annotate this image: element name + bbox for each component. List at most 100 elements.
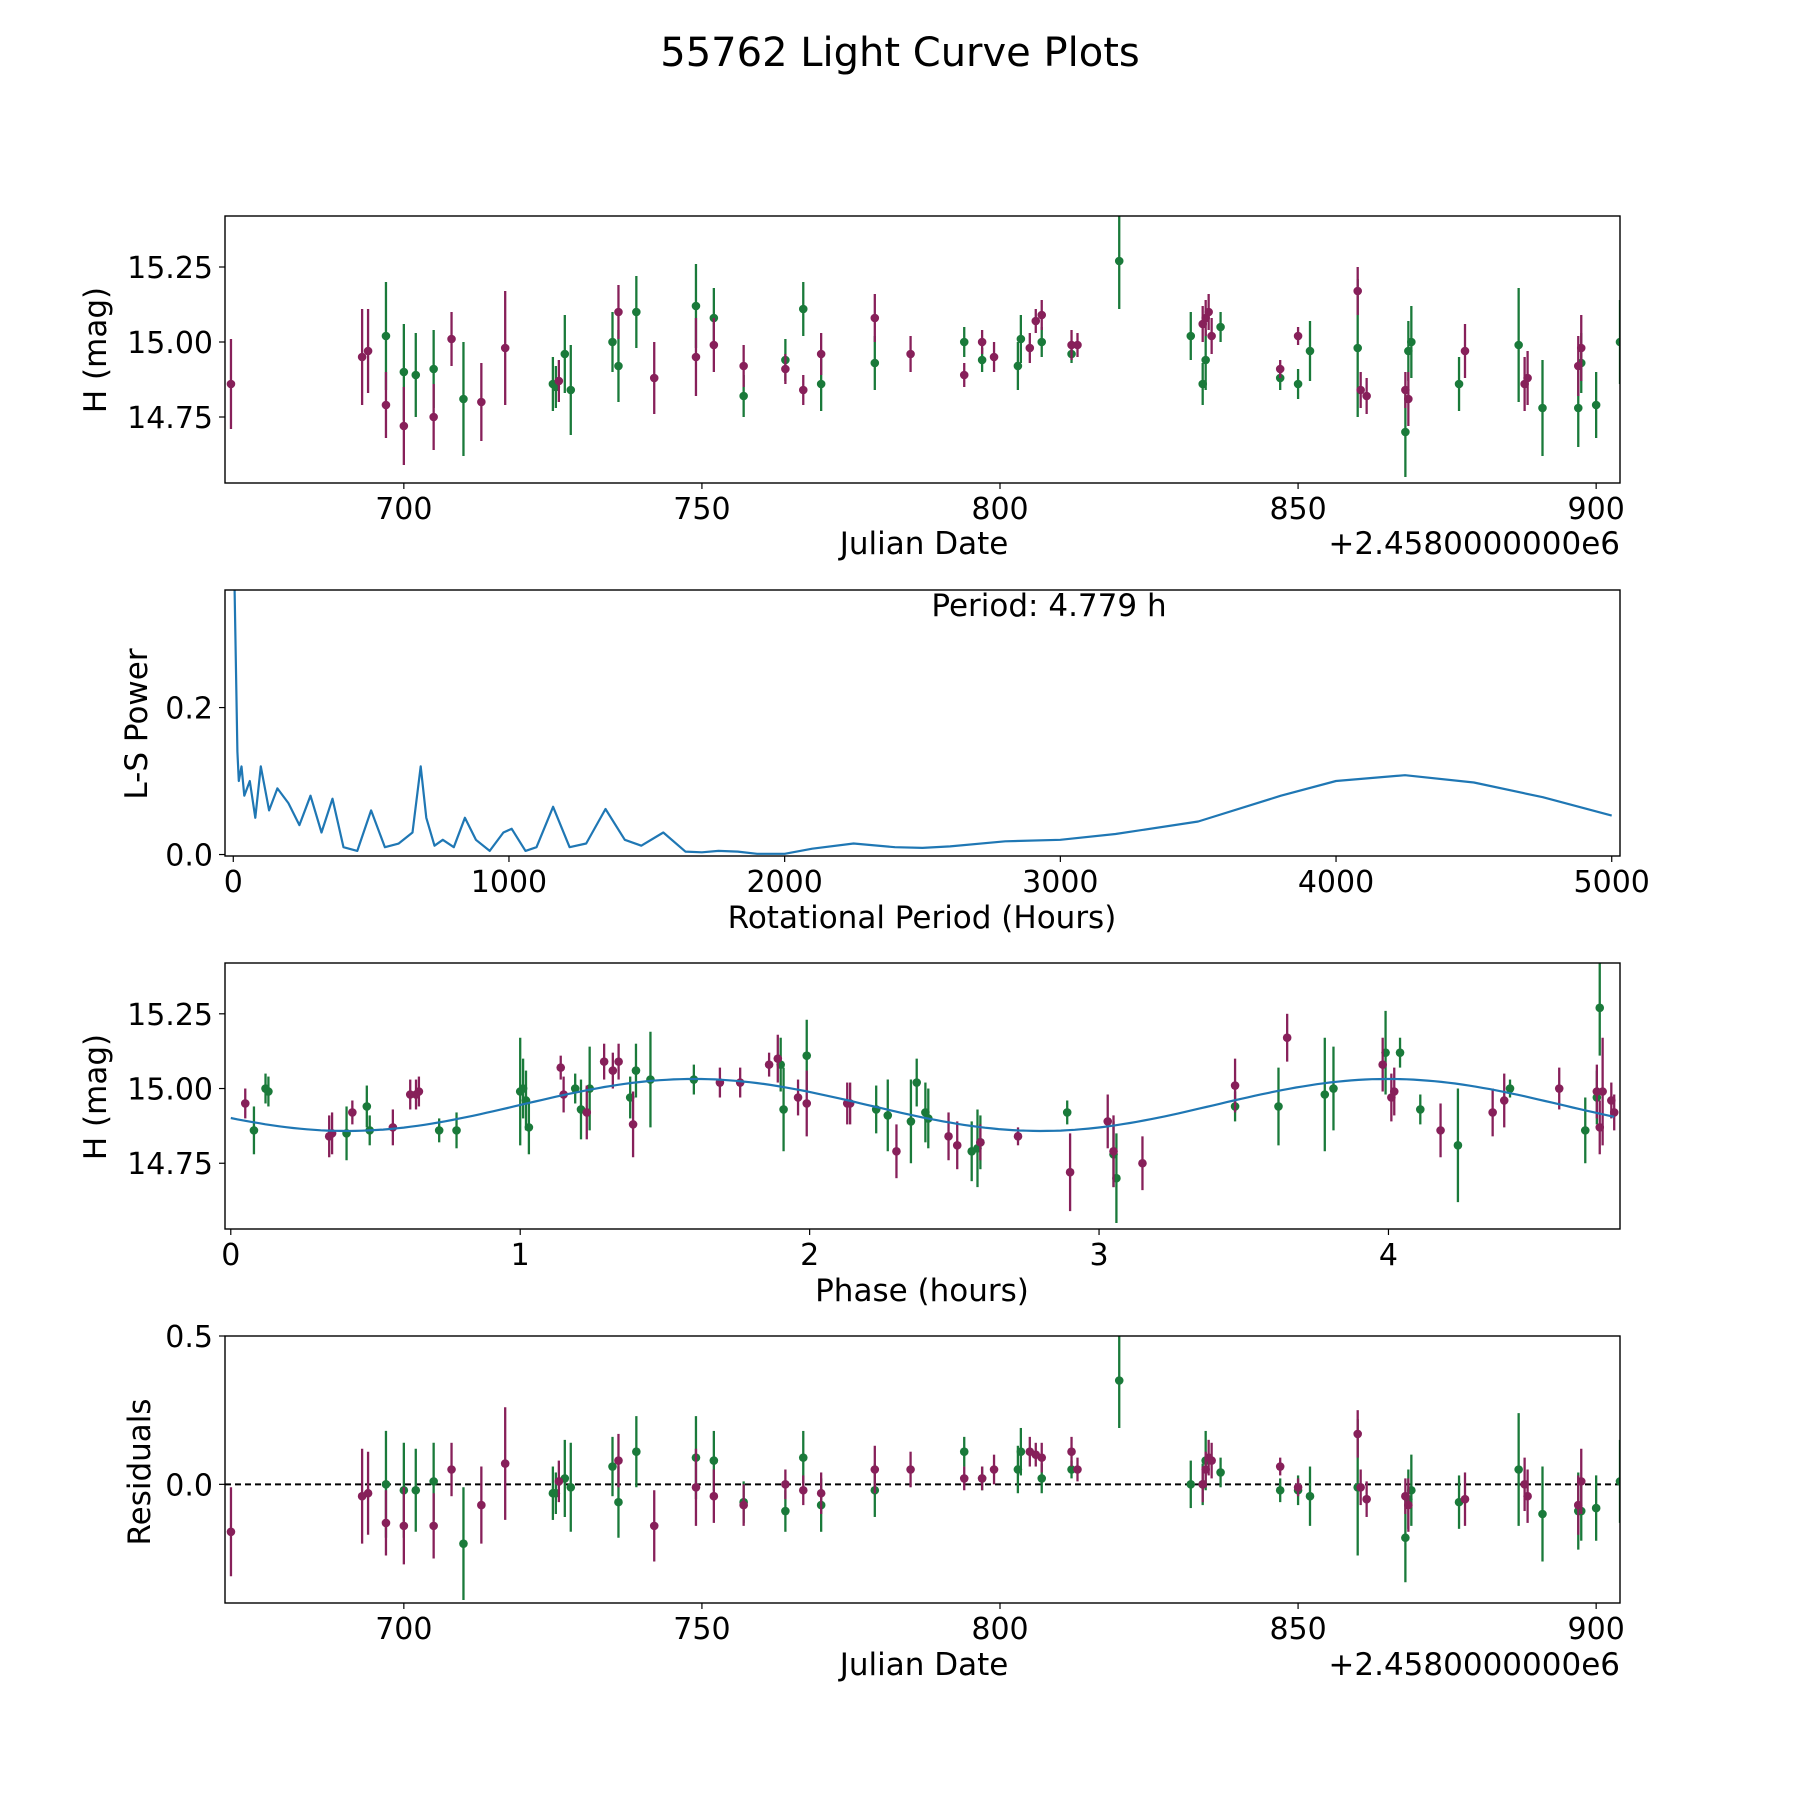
- phased-point-magenta: [773, 1054, 783, 1063]
- phased-point-magenta: [976, 1138, 985, 1147]
- phased-point-magenta: [952, 1141, 962, 1150]
- phased-ylabel: H (mag): [78, 1034, 114, 1160]
- lightcurve-point-magenta: [381, 400, 391, 410]
- phased-point-green: [912, 1078, 922, 1087]
- x-tick-label: 750: [673, 492, 730, 527]
- residuals-point-magenta: [1275, 1462, 1285, 1471]
- lightcurve-point-green: [399, 367, 409, 377]
- residuals-point-green: [709, 1456, 719, 1465]
- lightcurve-point-green: [1016, 334, 1026, 344]
- residuals-point-magenta: [1362, 1494, 1371, 1504]
- residuals-point-green: [381, 1480, 391, 1489]
- phased-point-magenta: [414, 1087, 424, 1096]
- phased-point-magenta: [556, 1063, 566, 1072]
- lightcurve-point-green: [739, 391, 748, 401]
- phased-point-green: [524, 1123, 534, 1132]
- x-tick-label: 2000: [746, 865, 822, 900]
- residuals-ylabel: Residuals: [122, 1398, 158, 1545]
- x-tick-label: 800: [971, 492, 1028, 527]
- residuals-point-green: [1016, 1447, 1026, 1456]
- lightcurve-point-magenta: [977, 337, 987, 347]
- residuals-axes: Julian Date Residuals +2.4580000000e6 70…: [122, 1320, 1625, 1683]
- residuals-point-magenta: [691, 1483, 701, 1492]
- residuals-point-magenta: [363, 1488, 373, 1498]
- lightcurve-point-green: [1186, 331, 1196, 341]
- phased-point-magenta: [892, 1146, 901, 1156]
- phased-point-green: [906, 1117, 916, 1126]
- residuals-point-green: [959, 1447, 969, 1456]
- lightcurve-point-green: [614, 361, 623, 371]
- lightcurve-point-magenta: [816, 349, 826, 359]
- lightcurve-point-green: [816, 379, 826, 389]
- residuals-point-magenta: [906, 1465, 915, 1474]
- phased-point-magenta: [1598, 1087, 1607, 1096]
- lightcurve-point-green: [608, 337, 617, 347]
- lightcurve-point-green: [560, 349, 570, 359]
- phased-axes: Phase (hours) H (mag) 0 1 2 3 4 14.75 15.00 15.…: [78, 962, 1621, 1309]
- x-tick-label: 0: [221, 1238, 240, 1273]
- lightcurve-point-magenta: [500, 343, 510, 353]
- residuals-point-magenta: [798, 1485, 808, 1495]
- periodogram-ylabel: L-S Power: [119, 648, 155, 799]
- x-tick-label: 3: [1089, 1238, 1108, 1273]
- phased-xlabel: Phase (hours): [815, 1273, 1029, 1309]
- residuals-xlabel: Julian Date: [838, 1647, 1009, 1683]
- lightcurve-point-magenta: [1067, 340, 1076, 350]
- x-tick-label: 2: [800, 1238, 819, 1273]
- x-tick-label: 3000: [1022, 865, 1098, 900]
- residuals-point-magenta: [1460, 1494, 1470, 1504]
- residuals-point-magenta: [1073, 1465, 1082, 1474]
- phased-point-magenta: [793, 1093, 803, 1102]
- phased-point-magenta: [614, 1057, 623, 1066]
- residuals-point-magenta: [399, 1521, 409, 1531]
- residuals-point-magenta: [554, 1477, 564, 1486]
- periodogram-xlabel: Rotational Period (Hours): [728, 900, 1117, 936]
- residuals-point-magenta: [870, 1465, 880, 1474]
- y-tick-label: 0.0: [165, 839, 213, 874]
- lightcurve-point-magenta: [1037, 310, 1047, 320]
- lightcurve-point-magenta: [798, 385, 808, 395]
- residuals-point-magenta: [429, 1521, 438, 1531]
- phased-point-green: [434, 1126, 444, 1135]
- residuals-point-green: [1067, 1465, 1076, 1474]
- lightcurve-point-magenta: [399, 421, 409, 431]
- residuals-point-magenta: [649, 1521, 659, 1531]
- lightcurve-point-magenta: [1362, 391, 1371, 401]
- lightcurve-point-green: [1401, 427, 1410, 437]
- periodogram-annotation: Period: 4.779 h: [931, 588, 1166, 624]
- y-tick-label: 15.00: [127, 1073, 213, 1108]
- lightcurve-offset-label: +2.4580000000e6: [1328, 526, 1620, 562]
- phased-point-magenta: [1138, 1158, 1147, 1168]
- phased-point-green: [1595, 1003, 1605, 1013]
- lightcurve-point-green: [632, 307, 641, 317]
- periodogram-line: [233, 590, 1612, 855]
- lightcurve-point-magenta: [554, 376, 564, 386]
- phased-point-magenta: [944, 1132, 953, 1141]
- axes-frame: [224, 962, 1621, 1230]
- lightcurve-point-magenta: [363, 346, 373, 356]
- residuals-point-green: [1216, 1468, 1225, 1477]
- phased-point-magenta: [1103, 1117, 1113, 1126]
- phased-point-magenta: [1013, 1132, 1023, 1141]
- lightcurve-point-green: [1114, 256, 1124, 266]
- x-tick-label: 5000: [1574, 865, 1650, 900]
- plot-area: [225, 1336, 1620, 1601]
- phased-point-green: [452, 1126, 461, 1135]
- phased-point-magenta: [1499, 1096, 1509, 1105]
- phased-point-green: [1453, 1141, 1463, 1150]
- lightcurve-point-magenta: [614, 307, 623, 317]
- phased-point-green: [1505, 1084, 1515, 1093]
- residuals-point-magenta: [1404, 1500, 1413, 1510]
- lightcurve-point-magenta: [649, 373, 659, 383]
- residuals-point-magenta: [614, 1456, 623, 1465]
- lightcurve-point-green: [1538, 403, 1547, 413]
- phased-point-magenta: [348, 1108, 357, 1117]
- residuals-point-green: [566, 1483, 576, 1492]
- phased-point-green: [1062, 1108, 1072, 1117]
- residuals-point-green: [1037, 1474, 1047, 1483]
- phased-point-magenta: [608, 1066, 618, 1075]
- phased-point-green: [1580, 1126, 1590, 1135]
- phased-point-green: [631, 1066, 641, 1075]
- y-tick-label: 0.2: [165, 692, 213, 727]
